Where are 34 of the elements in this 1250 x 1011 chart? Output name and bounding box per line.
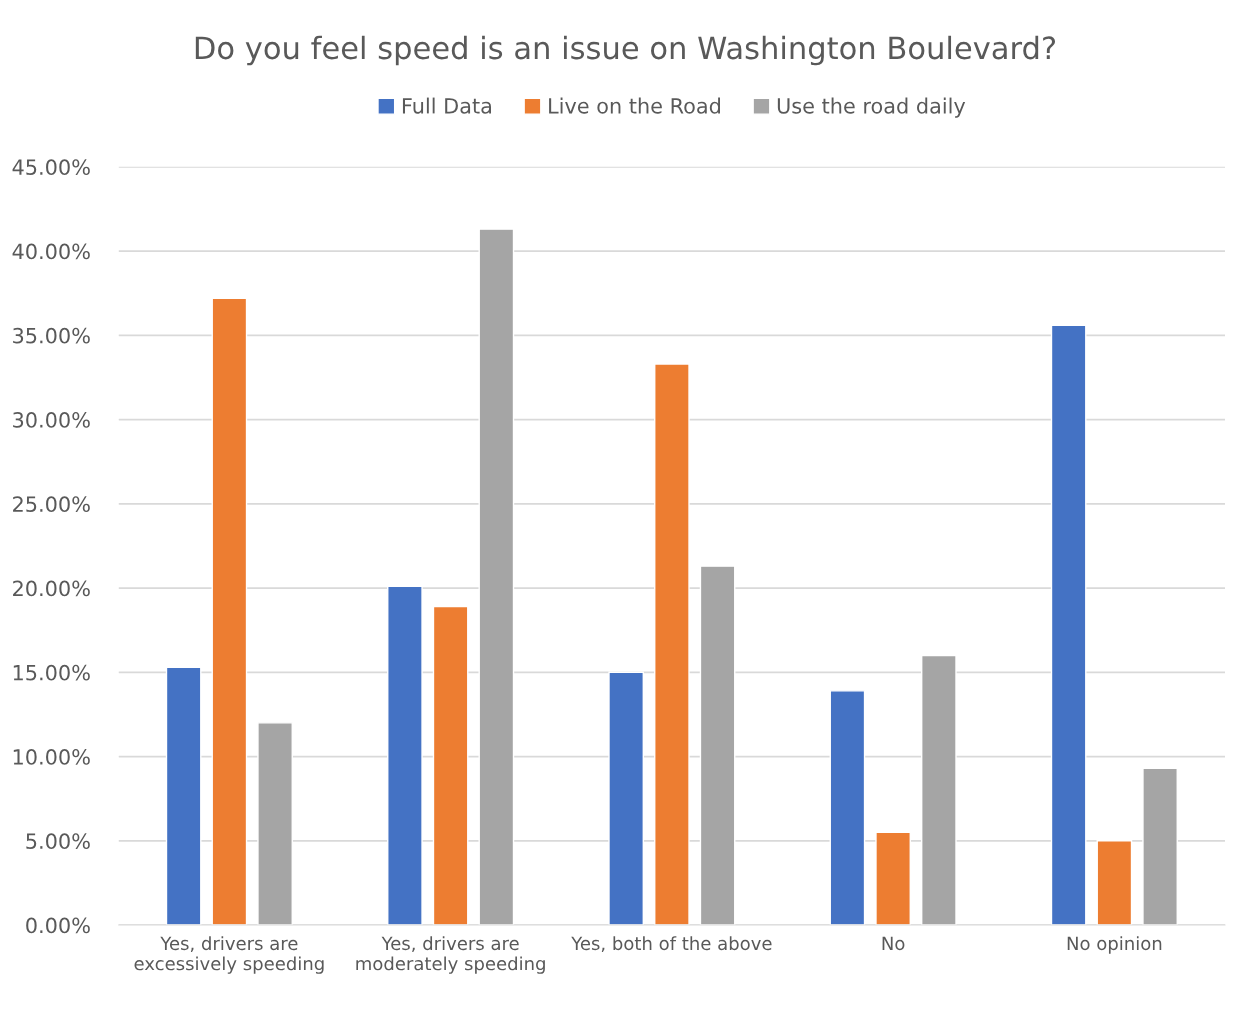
bar (1050, 324, 1087, 926)
y-tick-label: 15.00% (13, 664, 90, 681)
chart-title: Do you feel speed is an issue on Washington Boulevard? (195, 35, 1056, 66)
bar (478, 228, 515, 926)
legend-label: Full Data (402, 97, 491, 114)
x-tick-label: No opinion (1067, 936, 1162, 954)
bar (211, 297, 248, 926)
bar (387, 585, 423, 926)
y-tick-label: 35.00% (13, 327, 90, 344)
bar (829, 690, 866, 926)
y-tick-label: 20.00% (13, 580, 90, 597)
y-tick-label: 45.00% (12, 159, 90, 176)
x-tick-label: Yes, drivers are moderately speeding (356, 936, 545, 974)
legend-label: Use the road daily (777, 97, 966, 118)
y-tick-label: 40.00% (12, 243, 90, 260)
bar (1142, 767, 1178, 926)
x-tick-label: Yes, drivers are excessively speeding (134, 936, 324, 974)
bar (921, 654, 957, 926)
bar (699, 565, 736, 926)
y-tick-label: 25.00% (13, 496, 90, 513)
legend-label: Live on the Road (549, 97, 720, 114)
bar (1096, 840, 1133, 926)
y-tick-label: 0.00% (26, 917, 90, 934)
x-tick-label: No (882, 936, 905, 951)
bar (432, 605, 469, 926)
bar (654, 363, 690, 926)
y-tick-label: 30.00% (13, 412, 90, 428)
bar (165, 666, 202, 926)
y-tick-label: 5.00% (26, 833, 90, 850)
x-tick-label: Yes, both of the above (571, 936, 772, 952)
bar (875, 831, 911, 926)
bar (608, 671, 644, 926)
bar (257, 722, 293, 926)
y-tick-label: 10.00% (13, 749, 90, 765)
